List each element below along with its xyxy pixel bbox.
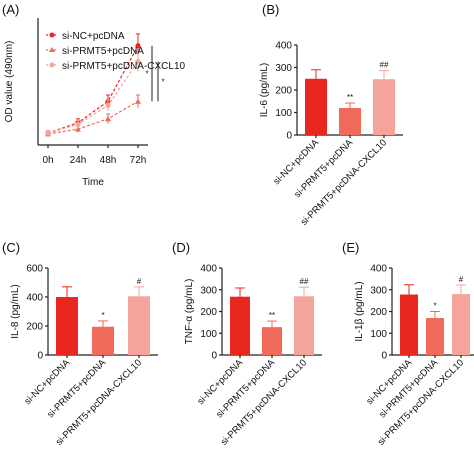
- y-tick-label: 100: [275, 108, 292, 119]
- legend-label: si-PRMT5+pcDNA: [62, 46, 144, 57]
- data-point-a: [105, 102, 111, 108]
- y-axis-title: TNF-α (pg/mL): [184, 279, 195, 345]
- bar: [230, 296, 250, 355]
- bar: [339, 108, 361, 135]
- panel-label: (B): [262, 2, 279, 17]
- data-point-a: [75, 126, 81, 132]
- panel-label: (C): [2, 240, 20, 255]
- data-point-a: [75, 121, 81, 127]
- legend-label: si-NC+pcDNA: [62, 31, 125, 42]
- y-tick-label: 300: [275, 63, 292, 74]
- legend-marker: [49, 47, 55, 52]
- data-point-a: [105, 115, 111, 122]
- y-tick-label: 400: [275, 41, 292, 52]
- y-tick-label: 400: [370, 264, 387, 275]
- y-tick-label: 200: [26, 322, 43, 333]
- y-tick-label: 300: [200, 285, 217, 296]
- sig-mark: ##: [300, 277, 309, 286]
- y-tick-label: 200: [200, 307, 217, 318]
- data-point-a: [45, 130, 51, 136]
- sig-mark: *: [101, 311, 104, 320]
- series-line-a: [47, 100, 139, 135]
- y-tick-label: 300: [370, 285, 387, 296]
- x-tick-label-a: 48h: [100, 155, 117, 166]
- x-axis-title-a: Time: [82, 177, 104, 188]
- sig-mark: *: [433, 302, 436, 311]
- category-label: si-PRMT5+pcDNA: [292, 137, 355, 200]
- y-tick-label: 0: [211, 351, 217, 362]
- bar: [452, 294, 470, 355]
- legend-marker: [49, 62, 55, 68]
- bar: [128, 296, 150, 355]
- y-tick-label: 400: [200, 264, 217, 275]
- x-tick-label-a: 72h: [130, 155, 147, 166]
- bar: [262, 327, 282, 355]
- bar: [373, 79, 395, 135]
- y-tick-label: 200: [275, 86, 292, 97]
- series-line-a: [47, 61, 139, 134]
- panel-label: (E): [342, 240, 359, 255]
- bar: [400, 294, 418, 355]
- data-point-a: [135, 43, 141, 49]
- y-tick-label: 400: [26, 293, 43, 304]
- sig-mark: #: [459, 275, 464, 284]
- legend-label: si-PRMT5+pcDNA-CXCL10: [62, 61, 186, 72]
- panel-a: (A) 0h 24h 48h 72h Time OD value (490nm) * * si-N…: [2, 2, 186, 188]
- legend-marker: [49, 32, 55, 38]
- y-axis-title: IL-6 (pg/mL): [259, 63, 270, 117]
- x-tick-label-a: 24h: [70, 155, 87, 166]
- y-axis-title: IL-1β (pg/mL): [354, 281, 365, 341]
- y-tick-label: 600: [26, 264, 43, 275]
- y-axis-title: IL-8 (pg/mL): [10, 284, 21, 338]
- bar: [426, 318, 444, 355]
- y-tick-label: 100: [370, 329, 387, 340]
- sig-mark: #: [137, 277, 142, 286]
- category-label: si-PRMT5+pcDNA: [214, 357, 277, 420]
- y-axis-title-a: OD value (490nm): [4, 41, 15, 123]
- bar: [56, 297, 78, 355]
- sig-mark: ##: [380, 61, 389, 70]
- sig-mark-a: *: [161, 78, 164, 87]
- data-point-a: [135, 59, 141, 65]
- bar: [305, 78, 327, 135]
- panel-label-a: (A): [2, 2, 19, 17]
- series-line-a: [47, 45, 139, 134]
- sig-mark: **: [269, 311, 275, 320]
- sig-mark-a: *: [145, 70, 148, 79]
- y-tick-label: 0: [381, 351, 387, 362]
- y-tick-label: 200: [370, 307, 387, 318]
- panel-label: (D): [172, 240, 190, 255]
- data-point-a: [135, 98, 141, 104]
- bar: [294, 296, 314, 355]
- y-tick-label: 0: [37, 351, 43, 362]
- sig-mark: **: [347, 93, 353, 102]
- bar: [92, 326, 114, 355]
- y-tick-label: 0: [286, 131, 292, 142]
- x-tick-label-a: 0h: [42, 155, 53, 166]
- y-tick-label: 100: [200, 329, 217, 340]
